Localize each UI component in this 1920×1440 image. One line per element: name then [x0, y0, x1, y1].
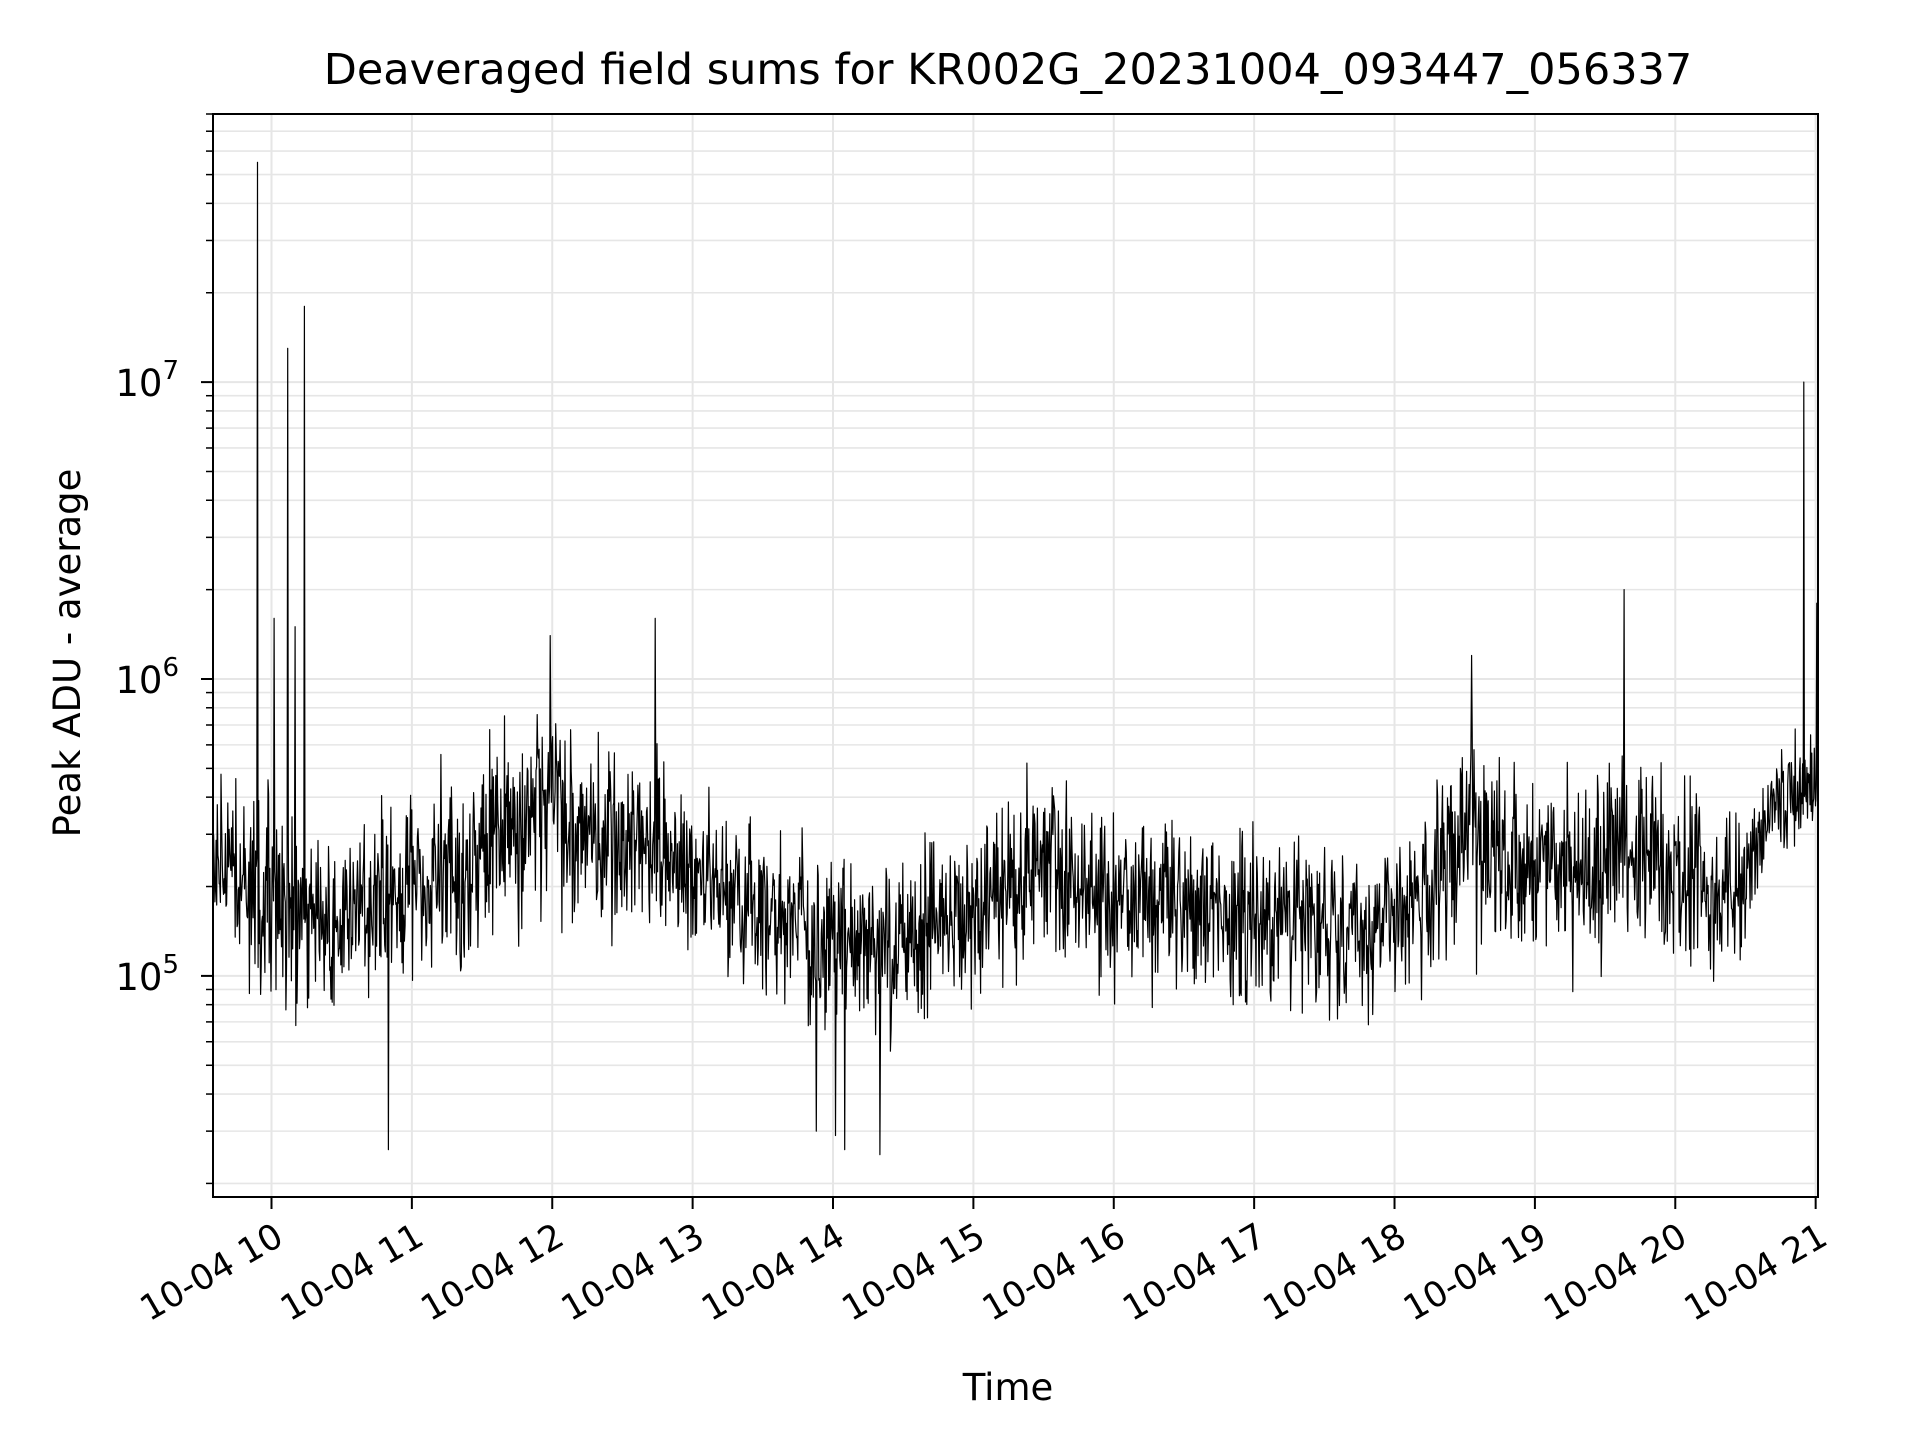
plot-frame — [212, 113, 1819, 1198]
y-tick-label-exponent: 7 — [162, 356, 179, 386]
series-line — [212, 161, 1819, 1156]
y-axis-title: Peak ADU - average — [46, 469, 89, 838]
x-axis-title: Time — [962, 1366, 1054, 1409]
y-tick-label: 106 — [115, 653, 179, 702]
y-tick-label-exponent: 5 — [162, 950, 179, 980]
y-tick-label-base: 10 — [115, 659, 162, 702]
y-tick-label: 107 — [115, 356, 179, 405]
chart-title: Deaveraged field sums for KR002G_2023100… — [324, 45, 1693, 95]
y-tick-label-base: 10 — [115, 956, 162, 999]
data-layer — [212, 161, 1819, 1156]
y-tick-label-base: 10 — [115, 362, 162, 405]
y-tick-label: 105 — [115, 950, 179, 999]
y-tick-label-exponent: 6 — [162, 653, 179, 683]
